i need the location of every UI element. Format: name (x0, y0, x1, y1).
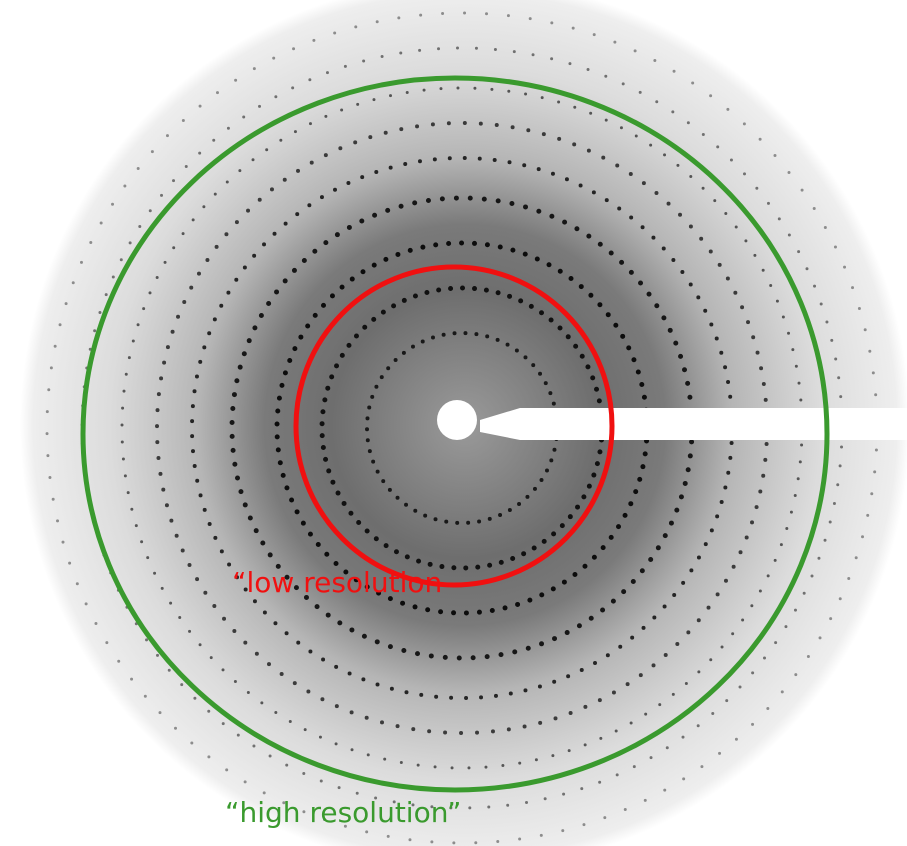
diffraction-figure: “low resolution “high resolution” (0, 0, 907, 846)
direct-beam (437, 400, 477, 440)
high-resolution-label: “high resolution” (225, 796, 461, 829)
low-resolution-label: “low resolution (232, 566, 442, 599)
beam-stop (480, 408, 907, 440)
page: {"annotations": {"low_resolution": "\u20… (0, 0, 907, 846)
